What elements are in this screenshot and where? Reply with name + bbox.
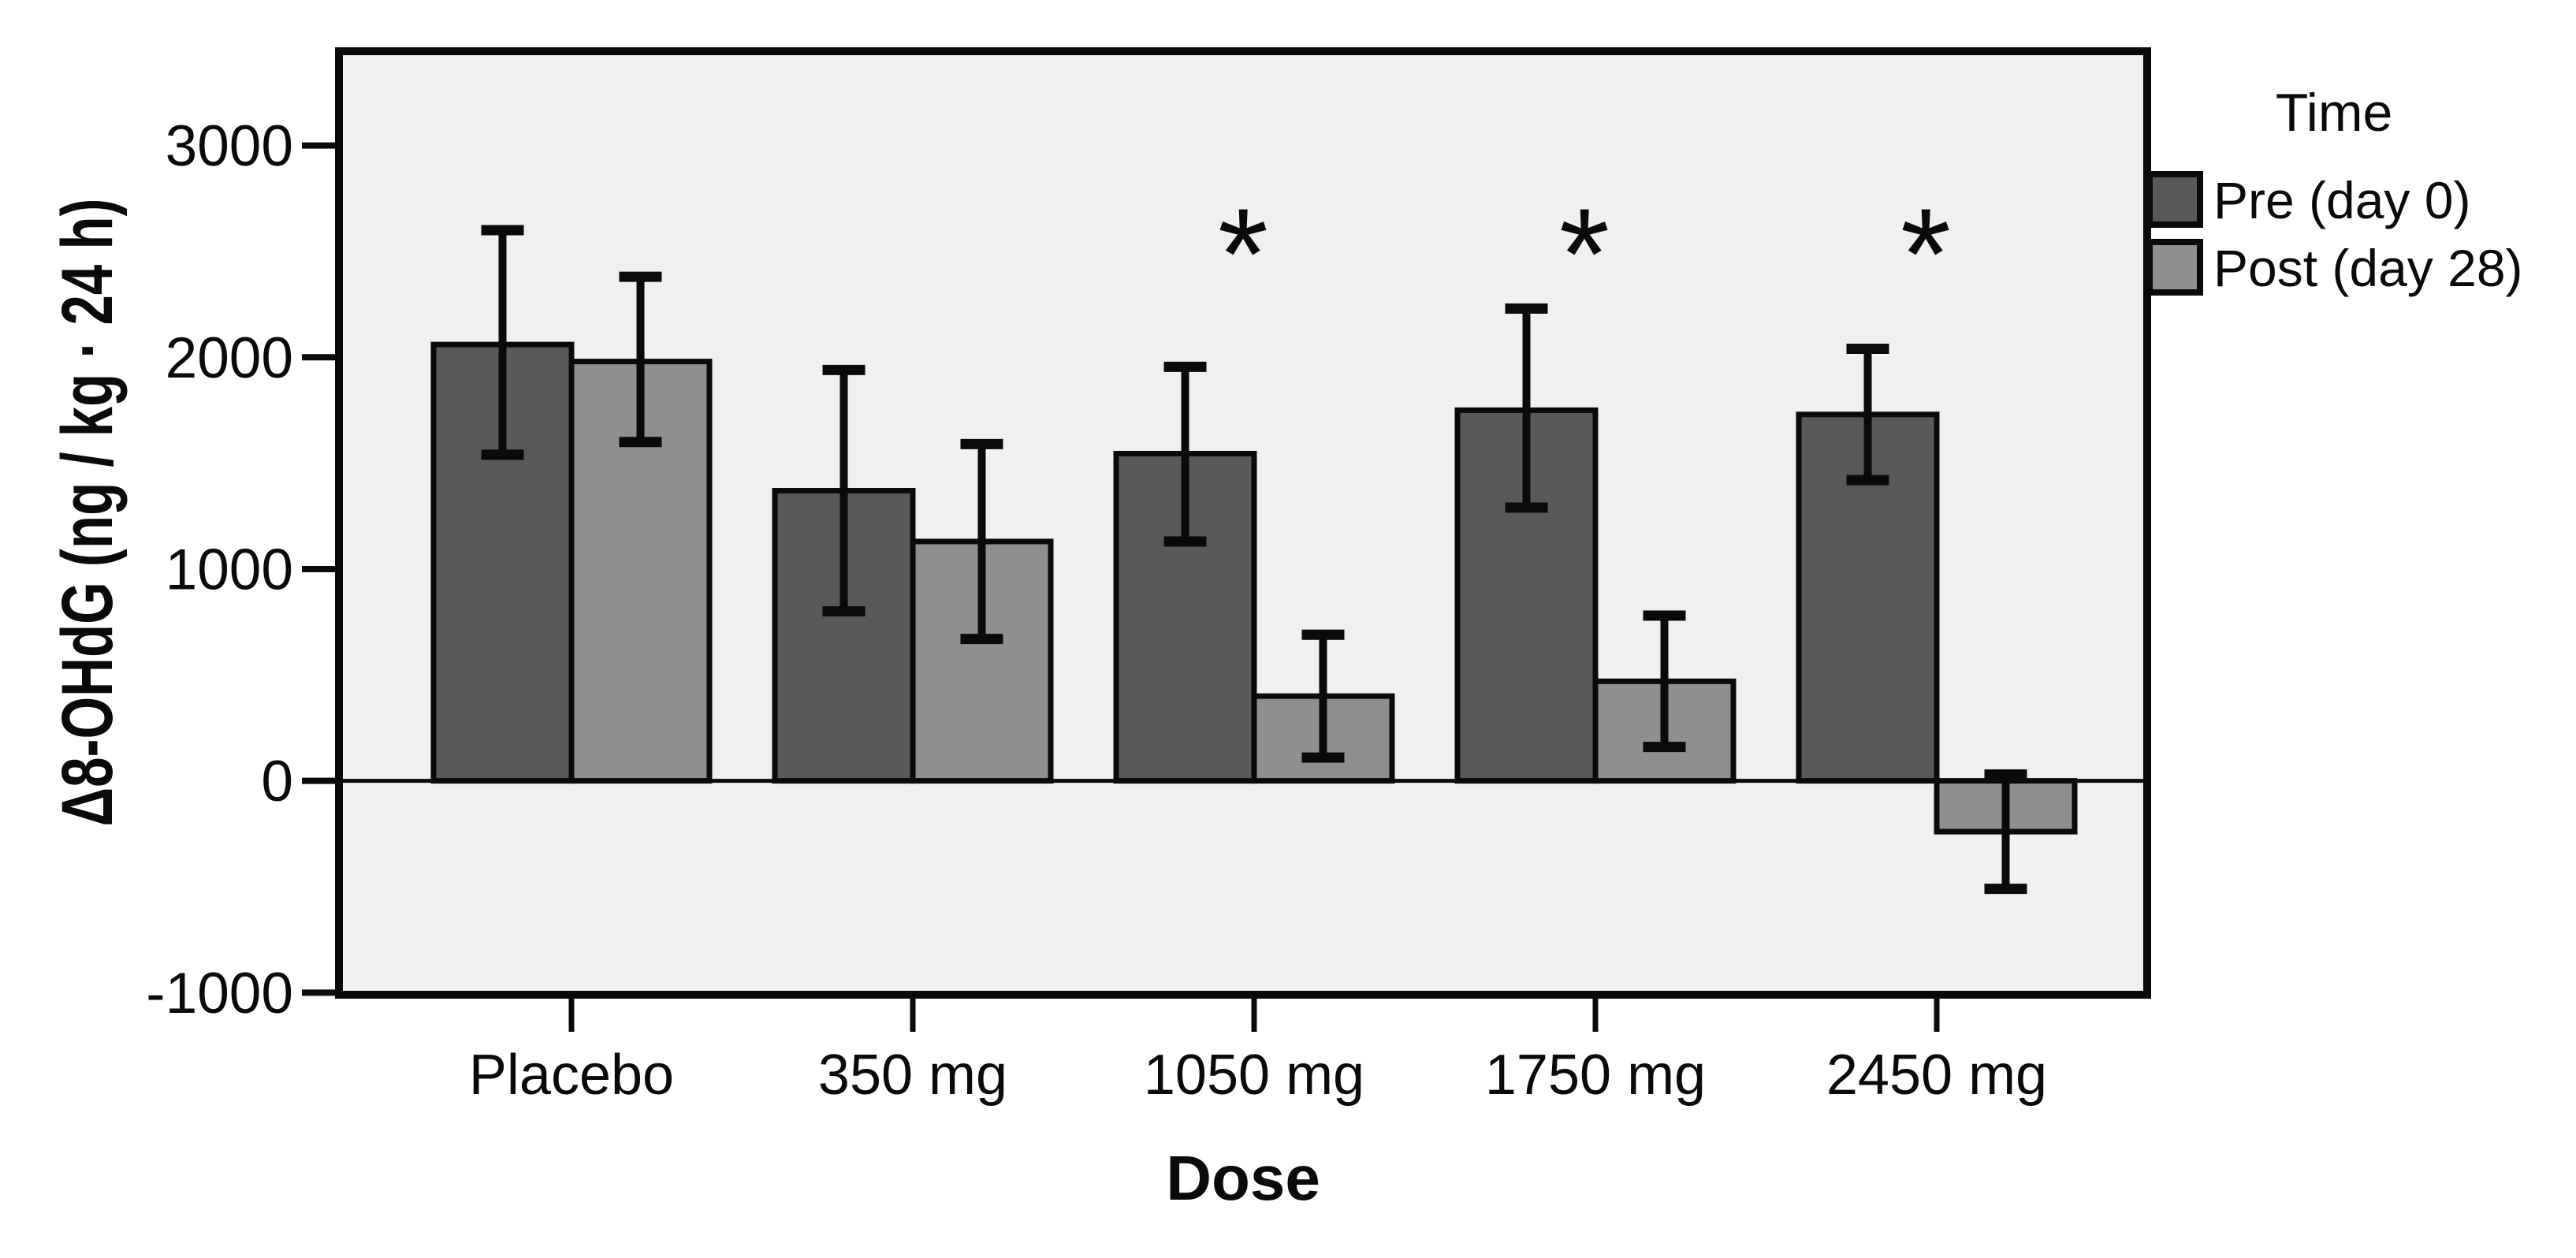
legend-entry-post: Post (day 28) <box>2146 239 2523 297</box>
y-tick-label: 2000 <box>166 326 293 390</box>
x-tick-label: 350 mg <box>818 1044 1007 1107</box>
significance-star: * <box>1218 181 1268 326</box>
x-tick-label: 1750 mg <box>1485 1044 1706 1107</box>
y-tick-label: 3000 <box>166 114 293 178</box>
significance-layer: * * * <box>1218 181 1951 326</box>
legend: Time Pre (day 0) Post (day 28) <box>2146 83 2523 297</box>
legend-swatch-pre <box>2146 171 2203 228</box>
legend-title: Time <box>2276 83 2393 143</box>
y-tick-label: 0 <box>261 750 293 813</box>
error-bars-layer <box>481 225 2027 895</box>
x-axis-ticks-layer: Placebo 350 mg 1050 mg 1750 mg 2450 mg <box>469 995 2047 1107</box>
legend-entry-pre: Pre (day 0) <box>2146 171 2470 229</box>
plot-frame <box>335 47 2151 999</box>
x-tick-label: Placebo <box>469 1044 674 1107</box>
bar-pre-4 <box>1796 411 1940 784</box>
legend-label-post: Post (day 28) <box>2213 239 2523 297</box>
y-axis-title: Δ8-OHdG (ng / kg · 24 h) <box>47 199 128 827</box>
legend-swatch-post <box>2146 239 2203 296</box>
x-tick-label: 2450 mg <box>1826 1044 2047 1107</box>
y-tick-label: 1000 <box>166 538 293 601</box>
significance-star: * <box>1559 181 1610 326</box>
significance-star: * <box>1900 181 1951 326</box>
legend-label-pre: Pre (day 0) <box>2213 171 2470 229</box>
x-tick-label: 1050 mg <box>1144 1044 1364 1107</box>
y-tick-label: -1000 <box>146 962 293 1025</box>
y-axis-ticks-layer: 3000 2000 1000 0 -1000 <box>146 114 339 1025</box>
x-axis-title: Dose <box>1166 1143 1320 1213</box>
